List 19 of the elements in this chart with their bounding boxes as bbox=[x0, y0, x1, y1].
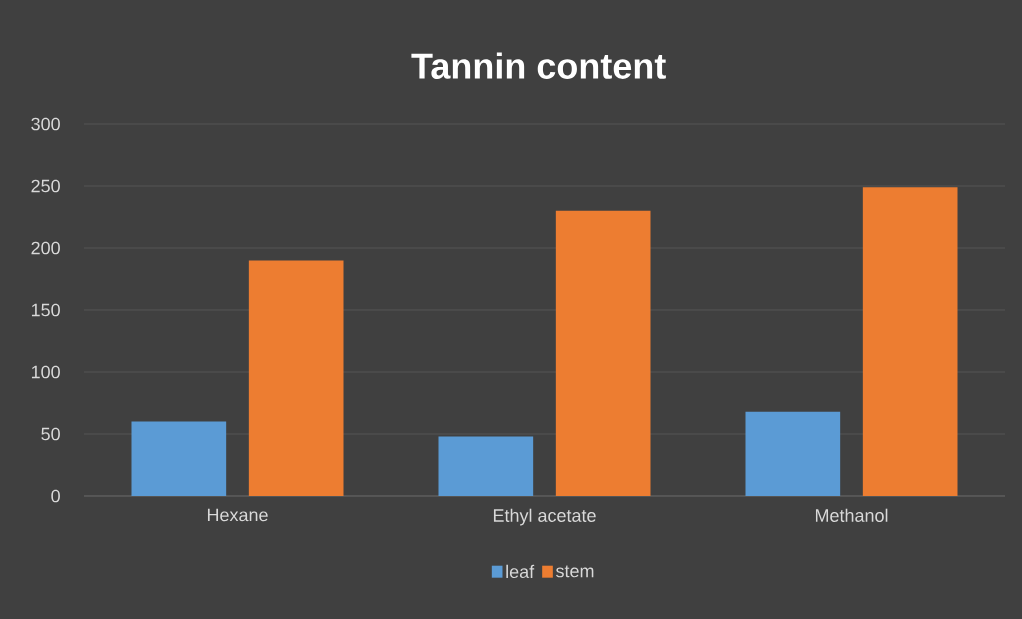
y-tick-label: 250 bbox=[31, 179, 60, 193]
y-tick-label: 100 bbox=[31, 365, 60, 379]
bar bbox=[131, 421, 227, 496]
legend-label: leaf bbox=[506, 564, 535, 579]
bar bbox=[438, 436, 534, 496]
chart-title: Tannin content bbox=[411, 52, 666, 79]
y-tick-label: 0 bbox=[51, 489, 60, 503]
y-tick-label: 50 bbox=[41, 427, 60, 441]
bar bbox=[248, 260, 344, 496]
y-tick-label: 300 bbox=[31, 117, 60, 131]
bar bbox=[862, 187, 958, 496]
y-tick-label: 200 bbox=[31, 241, 60, 255]
bar bbox=[745, 411, 841, 496]
bar bbox=[555, 210, 651, 496]
x-tick-label: Hexane bbox=[207, 508, 268, 522]
legend-label: stem bbox=[556, 565, 594, 578]
y-tick-label: 150 bbox=[31, 303, 60, 317]
x-tick-label: Methanol bbox=[815, 508, 888, 522]
x-tick-label: Ethyl acetate bbox=[493, 508, 596, 526]
